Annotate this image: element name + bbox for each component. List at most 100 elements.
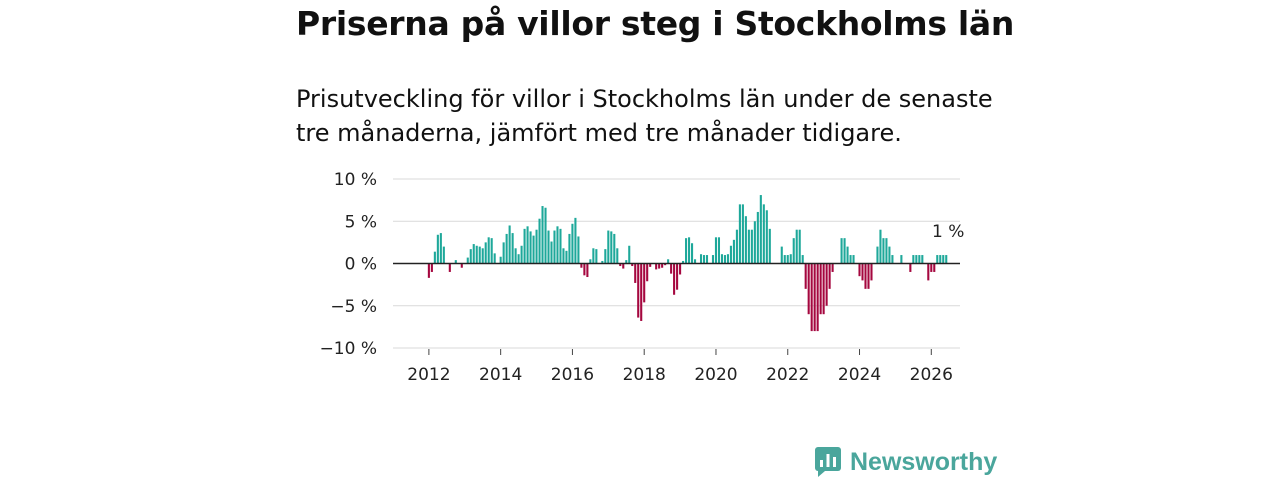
bar [768,228,771,264]
bar [502,242,505,264]
bar [661,263,664,268]
newsworthy-logo-icon [815,447,841,477]
bar [714,237,718,264]
bar [885,238,888,264]
bar [717,237,721,264]
bar [436,234,439,264]
bar [670,263,673,274]
y-tick-label: 0 % [345,255,377,275]
bar [673,263,676,295]
bar [454,260,457,264]
bars [427,195,948,332]
bar [667,259,670,264]
bar [939,255,942,264]
bar [664,263,667,266]
bar [460,263,463,268]
x-tick-label: 2020 [694,365,737,385]
bar [475,245,478,264]
bar [544,207,547,264]
bar [792,238,795,264]
bar [735,229,738,264]
bar [936,255,939,264]
bar [867,263,870,289]
bar [942,255,945,264]
bar [565,250,568,264]
bar [640,263,643,321]
bar [634,263,637,283]
bar [535,229,538,264]
bar [571,223,574,264]
bar [807,263,810,315]
bar [813,263,816,332]
bar [852,255,855,264]
brand-name: Newsworthy [850,447,998,476]
bar [870,263,873,281]
bar [490,238,493,264]
bar [520,245,523,264]
bar [529,231,532,264]
bar [646,263,649,282]
bar [628,245,631,264]
y-tick-label: −10 % [320,339,377,359]
chart-title: Priserna på villor steg i Stockholms län [296,4,1015,43]
bar [532,235,535,264]
bar [511,233,514,264]
bar [622,263,625,269]
bar [864,263,867,289]
bar [828,263,831,289]
bar [568,233,571,264]
bar [762,204,765,264]
newsworthy-logo[interactable]: Newsworthy [814,445,997,479]
bar [699,254,703,264]
bar [723,255,726,264]
bar [843,238,846,264]
bar [469,249,472,264]
bar [637,263,640,318]
bar [858,263,861,277]
bar [556,226,559,264]
bar [720,254,724,264]
bar [840,238,843,264]
bar [547,230,550,264]
bar [499,256,502,264]
bar [801,255,804,264]
bar [732,239,735,264]
bar [789,254,792,264]
x-tick-label: 2016 [551,365,594,385]
bar [472,244,475,264]
bar [927,263,930,281]
bar [831,263,834,272]
bar [744,216,747,264]
bar [750,229,753,264]
bar [945,255,948,264]
bar [439,233,442,264]
bar [879,229,882,264]
bar [909,263,912,272]
bar [487,237,490,264]
bar [819,263,822,315]
bar [448,263,451,272]
x-axis: 2012 2014 2016 2018 2020 2022 2024 2026 [407,349,953,385]
bar [753,221,756,264]
bar [676,263,679,290]
bar [505,233,508,264]
x-tick-label: 2014 [479,365,522,385]
bar [523,228,526,264]
bar [643,263,646,303]
bar [517,254,520,264]
bar [601,260,604,264]
gridlines [393,178,960,349]
bar [822,263,825,315]
bar [655,263,658,270]
y-tick-label: 5 % [345,212,377,232]
bar [882,238,885,264]
bar [921,255,924,264]
bar [481,248,484,264]
bar [559,228,562,264]
x-tick-label: 2024 [838,365,881,385]
bar [861,263,864,281]
bar [786,255,789,264]
bar [726,254,729,264]
bar [553,230,556,264]
bar [595,249,598,264]
